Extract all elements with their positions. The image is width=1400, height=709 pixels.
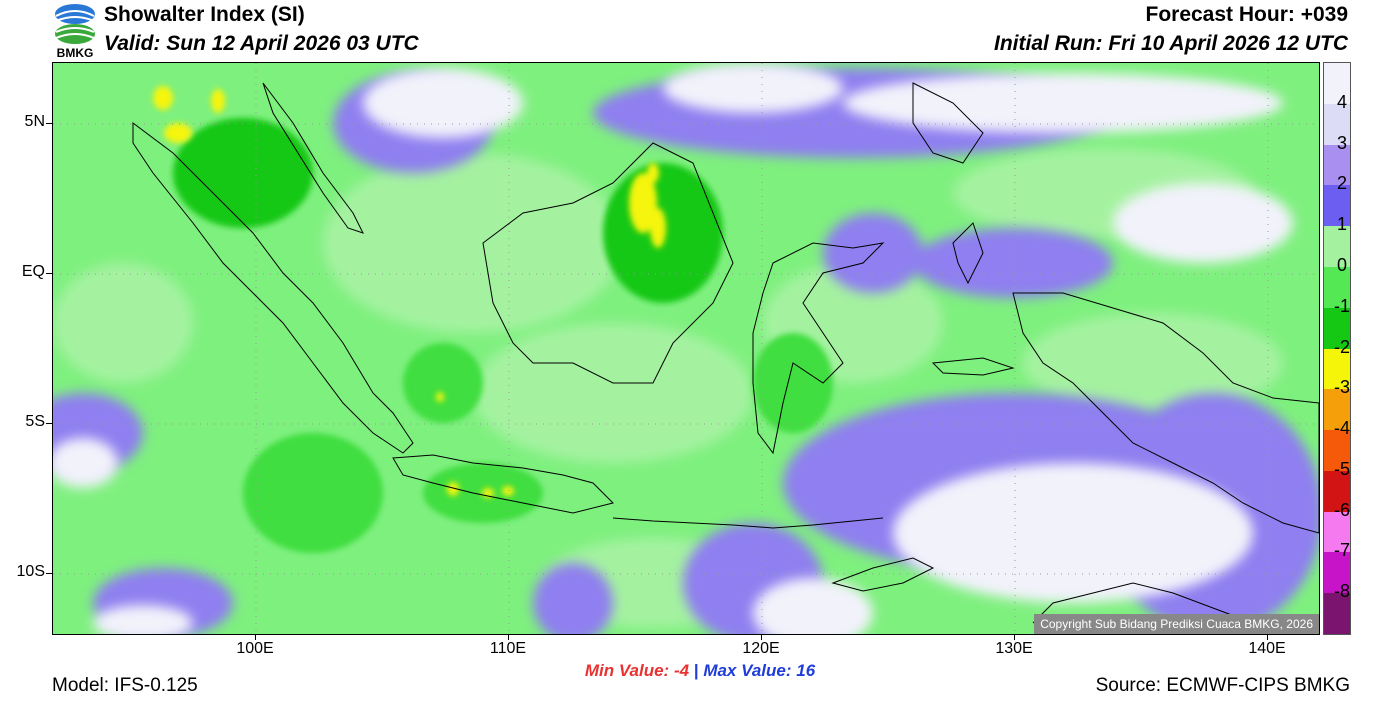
lon-label-140e: 140E bbox=[1248, 640, 1286, 657]
legend-swatch bbox=[1324, 103, 1350, 145]
legend-swatch bbox=[1324, 470, 1350, 512]
initial-run: Initial Run: Fri 10 April 2026 12 UTC bbox=[994, 32, 1348, 55]
lon-tick bbox=[255, 634, 256, 640]
coast-mindanao bbox=[912, 82, 984, 164]
coast-nusa-tenggara bbox=[612, 517, 884, 529]
legend-label: -7 bbox=[1333, 540, 1350, 561]
color-legend bbox=[1323, 62, 1351, 635]
lon-tick bbox=[508, 634, 509, 640]
min-label: Min Value: bbox=[584, 661, 670, 680]
legend-label: -6 bbox=[1333, 499, 1350, 520]
coast-malaya bbox=[262, 82, 364, 234]
lat-label-5s: 5S bbox=[25, 413, 45, 430]
lat-tick bbox=[46, 573, 52, 574]
legend-swatch bbox=[1324, 63, 1350, 104]
coast-sumatra bbox=[132, 122, 414, 454]
legend-swatch bbox=[1324, 389, 1350, 431]
coast-java bbox=[392, 454, 614, 514]
coast-seram bbox=[931, 357, 1015, 376]
legend-label: 1 bbox=[1336, 214, 1347, 235]
legend-swatch bbox=[1324, 266, 1350, 308]
legend-label: 2 bbox=[1336, 173, 1347, 194]
valid-time: Valid: Sun 12 April 2026 03 UTC bbox=[104, 32, 419, 55]
coast-halmahera bbox=[952, 222, 984, 285]
legend-swatch bbox=[1324, 185, 1350, 227]
legend-label: 0 bbox=[1336, 254, 1347, 275]
legend-label: -4 bbox=[1333, 418, 1350, 439]
lat-label-10s: 10S bbox=[16, 563, 45, 580]
forecast-hour: Forecast Hour: +039 bbox=[1145, 3, 1349, 26]
legend-swatch bbox=[1324, 226, 1350, 268]
min-max-line: Min Value: -4 | Max Value: 16 bbox=[0, 661, 1400, 681]
legend-label: -2 bbox=[1333, 336, 1350, 357]
coast-new-guinea bbox=[1012, 292, 1319, 534]
legend-swatch bbox=[1324, 430, 1350, 472]
source-info: Source: ECMWF-CIPS BMKG bbox=[1095, 675, 1350, 696]
lon-label-130e: 130E bbox=[995, 640, 1033, 657]
legend-swatch bbox=[1324, 144, 1350, 186]
legend-label: 3 bbox=[1336, 132, 1347, 153]
coast-sulawesi bbox=[752, 242, 885, 455]
logo-text: BMKG bbox=[57, 46, 94, 60]
coast-timor bbox=[831, 557, 935, 592]
chart-title: Showalter Index (SI) bbox=[104, 3, 305, 26]
lat-label-5n: 5N bbox=[24, 113, 45, 130]
legend-swatch bbox=[1324, 307, 1350, 349]
legend-swatch bbox=[1324, 511, 1350, 553]
legend-label: 4 bbox=[1336, 91, 1347, 112]
lat-label-eq: EQ bbox=[21, 263, 45, 280]
min-value: -4 bbox=[673, 661, 690, 680]
legend-label: -8 bbox=[1333, 581, 1350, 602]
legend-label: -5 bbox=[1333, 458, 1350, 479]
max-label: Max Value: bbox=[703, 661, 792, 680]
lon-tick bbox=[1267, 634, 1268, 640]
lon-tick bbox=[1014, 634, 1015, 640]
model-info: Model: IFS-0.125 bbox=[52, 675, 198, 696]
legend-swatch bbox=[1324, 552, 1350, 594]
copyright-note: Copyright Sub Bidang Prediksi Cuaca BMKG… bbox=[1034, 614, 1319, 634]
map-panel: Copyright Sub Bidang Prediksi Cuaca BMKG… bbox=[52, 62, 1320, 635]
lat-tick bbox=[46, 423, 52, 424]
legend-swatch bbox=[1324, 593, 1350, 635]
lon-label-120e: 120E bbox=[742, 640, 780, 657]
lon-label-110e: 110E bbox=[489, 640, 527, 657]
lon-tick bbox=[761, 634, 762, 640]
max-value: 16 bbox=[796, 661, 816, 680]
map-canvas bbox=[53, 63, 1319, 634]
min-max-separator: | bbox=[693, 661, 699, 680]
lon-label-100e: 100E bbox=[236, 640, 274, 657]
bmkg-logo: BMKG bbox=[50, 2, 100, 60]
legend-label: -3 bbox=[1333, 377, 1350, 398]
lat-tick bbox=[46, 123, 52, 124]
legend-swatch bbox=[1324, 348, 1350, 390]
legend-label: -1 bbox=[1333, 295, 1350, 316]
coast-borneo bbox=[482, 142, 734, 384]
lat-tick bbox=[46, 273, 52, 274]
